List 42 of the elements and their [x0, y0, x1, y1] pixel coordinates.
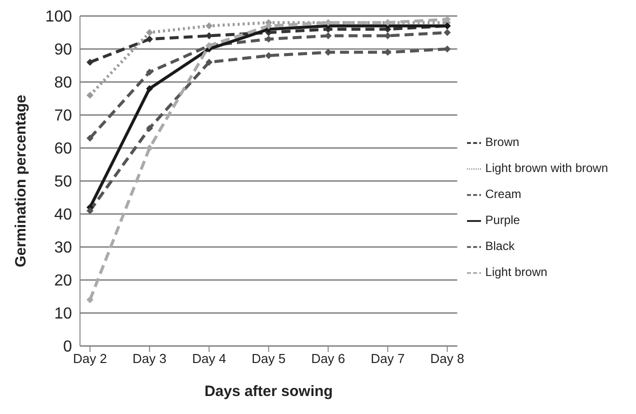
legend-label: Light brown with brown: [485, 161, 608, 175]
point: [86, 207, 94, 214]
point: [206, 22, 213, 30]
y-tick-label: 90: [54, 42, 72, 59]
point: [146, 29, 154, 36]
x-tick-label: Day 5: [252, 351, 286, 366]
x-tick-label: Day 8: [430, 351, 464, 366]
y-tick-label: 30: [54, 240, 72, 257]
point: [146, 144, 154, 152]
x-tick-label: Day 7: [370, 351, 405, 366]
point: [206, 32, 213, 40]
x-axis-title: Days after sowing: [204, 383, 333, 400]
y-tick-label: 10: [54, 306, 72, 323]
point: [206, 58, 213, 66]
point: [86, 58, 94, 66]
point: [86, 134, 94, 142]
point: [86, 296, 94, 304]
y-tick-label: 40: [54, 206, 72, 224]
y-tick-label: 50: [54, 174, 72, 191]
y-tick-label: 100: [45, 8, 72, 26]
x-tick-label: Day 6: [311, 351, 346, 366]
x-tick-label: Day 2: [73, 351, 107, 366]
point: [146, 68, 154, 76]
point: [146, 85, 154, 92]
y-tick-label: 20: [54, 272, 72, 290]
y-tick-label: 60: [54, 140, 72, 158]
y-tick-label: 0: [63, 338, 72, 356]
point: [146, 36, 154, 43]
legend-label: Light brown: [485, 265, 548, 279]
y-tick-label: 70: [54, 108, 72, 125]
x-tick-label: Day 4: [192, 351, 226, 366]
legend-label: Cream: [485, 187, 522, 201]
y-axis-title: Germination percentage: [12, 94, 30, 268]
legend-label: Brown: [485, 135, 520, 149]
point: [146, 124, 154, 132]
x-tick-label: Day 3: [132, 351, 167, 366]
y-tick-label: 80: [54, 74, 72, 92]
point: [444, 29, 451, 36]
legend-label: Purple: [485, 213, 520, 227]
point: [265, 22, 272, 30]
legend-label: Black: [485, 239, 515, 253]
point: [86, 92, 94, 99]
